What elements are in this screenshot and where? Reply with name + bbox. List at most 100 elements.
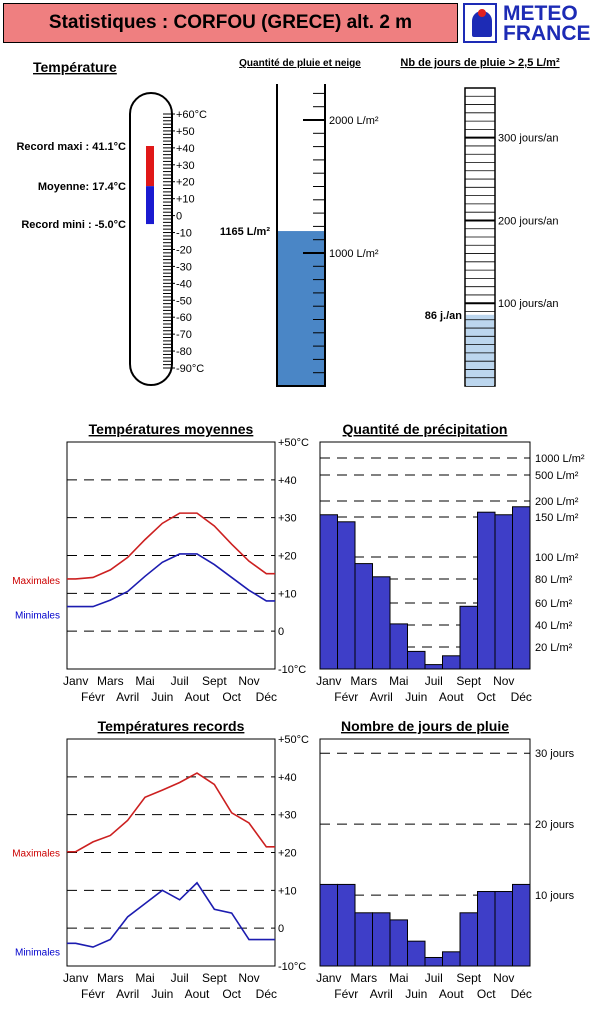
temp-scale-label: +50 bbox=[176, 126, 195, 138]
chart-ytick-label: +20 bbox=[278, 848, 297, 860]
chart-ytick-label: +30 bbox=[278, 810, 297, 822]
chart-month-label: Déc bbox=[256, 987, 277, 1001]
chart-month-label: Juil bbox=[171, 971, 189, 985]
rain-days-gauge-title: Nb de jours de pluie > 2,5 L/m² bbox=[400, 57, 560, 69]
max-series-label: Maximales bbox=[12, 576, 60, 587]
temp-scale-label: 0 bbox=[176, 211, 182, 223]
chart-ytick-label: 150 L/m² bbox=[535, 512, 579, 524]
chart-month-label: Sept bbox=[202, 971, 227, 985]
temp-scale-label: -30 bbox=[176, 261, 192, 273]
chart-month-label: Avril bbox=[116, 987, 139, 1001]
precipitation-bar bbox=[477, 511, 496, 670]
chart-month-label: Oct bbox=[222, 987, 241, 1001]
temp-scale-label: +30 bbox=[176, 160, 195, 172]
rain-value-label: 1165 L/m² bbox=[220, 226, 270, 238]
rain-days-bar bbox=[354, 912, 373, 967]
rain-days-bar bbox=[424, 956, 443, 967]
chart-ytick-label: 1000 L/m² bbox=[535, 453, 585, 465]
temp-scale-label: -80 bbox=[176, 346, 192, 358]
chart-month-label: Mars bbox=[350, 971, 377, 985]
chart-month-label: Aout bbox=[439, 690, 464, 704]
precipitation-bar bbox=[512, 506, 531, 670]
chart-month-label: Mai bbox=[135, 971, 154, 985]
min-series-line bbox=[67, 881, 275, 948]
temp-scale-label: -10 bbox=[176, 228, 192, 240]
chart-month-label: Févr bbox=[81, 690, 105, 704]
chart-month-label: Mars bbox=[97, 971, 124, 985]
chart-month-label: Oct bbox=[477, 690, 496, 704]
max-series-line bbox=[67, 512, 275, 580]
chart-month-label: Avril bbox=[116, 690, 139, 704]
record-max-bar bbox=[146, 146, 154, 187]
record-max-label: Record maxi : 41.1°C bbox=[16, 141, 126, 153]
rain-days-bar bbox=[477, 891, 496, 967]
chart-month-label: Déc bbox=[511, 987, 532, 1001]
rain-days-label-200: 200 jours/an bbox=[498, 215, 559, 227]
chart-title: Nombre de jours de pluie bbox=[341, 718, 509, 734]
chart-ytick-label: -10°C bbox=[278, 961, 306, 973]
chart-month-label: Sept bbox=[202, 674, 227, 688]
temp-scale-label: +20 bbox=[176, 177, 195, 189]
max-series-label: Maximales bbox=[12, 849, 60, 860]
precipitation-bar bbox=[354, 563, 373, 670]
precipitation-bar bbox=[389, 623, 408, 670]
record-min-label: Record mini : -5.0°C bbox=[21, 219, 126, 231]
chart-month-label: Janv bbox=[316, 971, 341, 985]
chart-ytick-label: 500 L/m² bbox=[535, 470, 579, 482]
temp-scale-label: -40 bbox=[176, 278, 192, 290]
chart-ytick-label: 0 bbox=[278, 626, 284, 638]
precipitation-bar bbox=[372, 576, 391, 670]
chart-ytick-label: 80 L/m² bbox=[535, 574, 573, 586]
chart-month-label: Juil bbox=[171, 674, 189, 688]
min-series-label: Minimales bbox=[15, 947, 60, 958]
record-min-bar bbox=[146, 186, 154, 225]
chart-ytick-label: -10°C bbox=[278, 664, 306, 676]
chart-month-label: Nov bbox=[493, 674, 514, 688]
rain-days-bar bbox=[442, 951, 461, 967]
chart-month-label: Sept bbox=[456, 971, 481, 985]
rain-days-bar bbox=[407, 940, 426, 967]
chart-ytick-label: 40 L/m² bbox=[535, 620, 573, 632]
chart-ytick-label: +40 bbox=[278, 475, 297, 487]
page-title: Statistiques : CORFOU (GRECE) alt. 2 m bbox=[48, 12, 413, 33]
precipitation-bar bbox=[424, 664, 443, 670]
chart-ytick-label: 100 L/m² bbox=[535, 552, 579, 564]
chart-month-label: Mai bbox=[135, 674, 154, 688]
chart-ytick-label: 200 L/m² bbox=[535, 496, 579, 508]
min-series-line bbox=[67, 553, 275, 608]
mean-temperature-label: Moyenne: 17.4°C bbox=[38, 181, 126, 193]
chart-ytick-label: 20 L/m² bbox=[535, 642, 573, 654]
rain-scale-label-1000: 1000 L/m² bbox=[329, 248, 379, 260]
chart-month-label: Aout bbox=[185, 690, 210, 704]
precipitation-bar bbox=[459, 605, 478, 670]
rain-days-bar bbox=[337, 883, 356, 967]
temp-scale-label: -50 bbox=[176, 295, 192, 307]
chart-month-label: Sept bbox=[456, 674, 481, 688]
chart-month-label: Déc bbox=[511, 690, 532, 704]
meteo-france-logo: METEO FRANCE bbox=[463, 3, 598, 45]
logo-line-1: METEO bbox=[503, 2, 578, 25]
chart-ytick-label: 10 jours bbox=[535, 890, 575, 902]
chart-ytick-label: 0 bbox=[278, 923, 284, 935]
chart-month-label: Nov bbox=[493, 971, 514, 985]
chart-ytick-label: +10 bbox=[278, 885, 297, 897]
rain-days-bar bbox=[319, 883, 338, 967]
precipitation-bar bbox=[442, 655, 461, 670]
temp-scale-label: -20 bbox=[176, 244, 192, 256]
rain-days-bar bbox=[372, 912, 391, 967]
rain-days-label-300: 300 jours/an bbox=[498, 133, 559, 145]
chart-month-label: Aout bbox=[185, 987, 210, 1001]
chart-month-label: Aout bbox=[439, 987, 464, 1001]
chart-ytick-label: +50°C bbox=[278, 437, 309, 449]
header-banner: Statistiques : CORFOU (GRECE) alt. 2 m bbox=[3, 3, 458, 43]
chart-month-label: Janv bbox=[316, 674, 341, 688]
chart-month-label: Mars bbox=[97, 674, 124, 688]
rain-days-bar bbox=[389, 919, 408, 967]
chart-month-label: Mars bbox=[350, 674, 377, 688]
chart-month-label: Avril bbox=[370, 987, 393, 1001]
chart-ytick-label: +40 bbox=[278, 772, 297, 784]
temp-scale-label: -90°C bbox=[176, 363, 204, 375]
chart-ytick-label: +50°C bbox=[278, 734, 309, 746]
temp-scale-label: +60°C bbox=[176, 109, 207, 121]
